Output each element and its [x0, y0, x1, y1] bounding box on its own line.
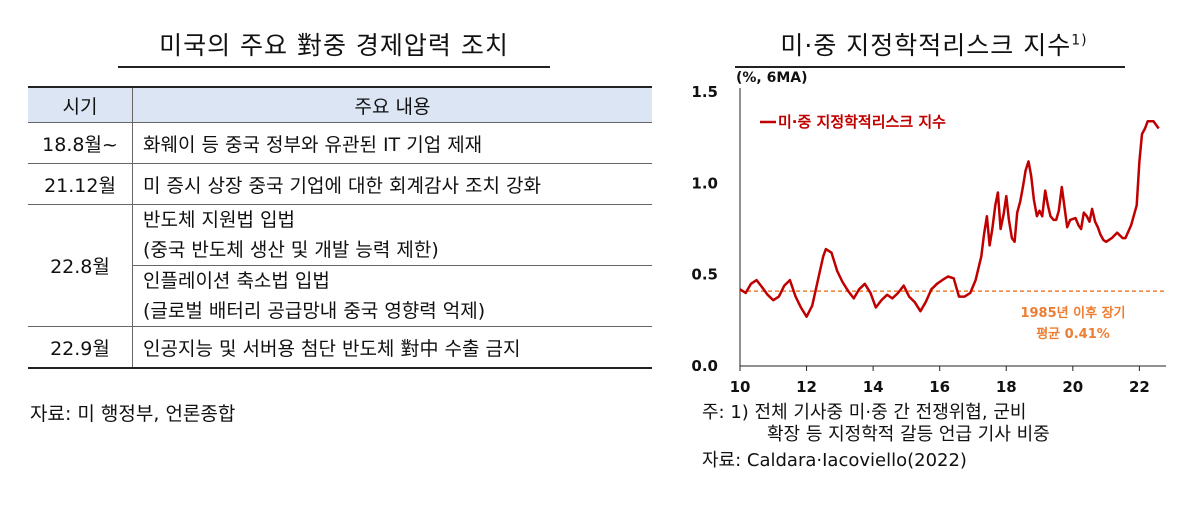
chart-note-line-1: 주: 1) 전체 기사중 미·중 간 전쟁위협, 군비 [702, 402, 1027, 423]
legend-label: 미·중 지정학적리스크 지수 [778, 113, 946, 131]
y-tick-label: 0.5 [691, 266, 718, 284]
row-period: 21.12월 [28, 163, 133, 205]
header-period: 시기 [28, 86, 133, 123]
row-period: 22.9월 [28, 326, 133, 369]
chart-note-line-2: 확장 등 지정학적 갈등 언급 기사 비중 [767, 424, 1050, 445]
x-tick-label: 10 [730, 378, 751, 396]
x-tick-label: 22 [1129, 378, 1150, 396]
row-period: 22.8월 [28, 204, 133, 327]
table-source: 자료: 미 행정부, 언론종합 [30, 403, 236, 425]
row-content: 인공지능 및 서버용 첨단 반도체 對中 수출 금지 [132, 326, 652, 369]
table-header-row: 시기 주요 내용 [28, 86, 652, 123]
row-period: 18.8월~ [28, 122, 133, 164]
table-row: 인플레이션 축소법 입법 (글로벌 배터리 공급망내 중국 영향력 억제) [28, 265, 652, 327]
row-content: 인플레이션 축소법 입법 (글로벌 배터리 공급망내 중국 영향력 억제) [132, 265, 652, 327]
table-title: 미국의 주요 對중 경제압력 조치 [159, 31, 509, 60]
row-content-line: 인플레이션 축소법 입법 [143, 270, 330, 292]
x-tick-label: 12 [796, 378, 817, 396]
y-unit-label: (%, 6MA) [736, 70, 808, 86]
x-tick-label: 18 [996, 378, 1017, 396]
average-label: 1985년 이후 장기 [1020, 305, 1125, 321]
chart-title-footnote-mark: 1) [1071, 32, 1088, 49]
y-tick-label: 0.0 [691, 357, 718, 375]
row-content-line: (중국 반도체 생산 및 개발 능력 제한) [143, 239, 439, 261]
y-tick-label: 1.5 [691, 83, 718, 101]
table-row: 22.8월 반도체 지원법 입법 (중국 반도체 생산 및 개발 능력 제한) [28, 204, 652, 327]
row-content-line: 반도체 지원법 입법 [143, 209, 295, 231]
risk-index-line [739, 119, 1160, 318]
header-contents: 주요 내용 [132, 86, 652, 123]
risk-index-chart: (%, 6MA) 1.5 1.0 0.5 0.0 10 12 14 16 18 20 22 1985년 … [691, 70, 1166, 396]
table-row: 22.9월 인공지능 및 서버용 첨단 반도체 對中 수출 금지 [28, 326, 652, 369]
chart-title: 미·중 지정학적리스크 지수1) [728, 26, 1140, 62]
x-tick-label: 16 [929, 378, 950, 396]
title-underline [735, 66, 1125, 68]
chart-source: 자료: Caldara·Iacoviello(2022) [702, 450, 967, 471]
row-content: 반도체 지원법 입법 (중국 반도체 생산 및 개발 능력 제한) [132, 204, 652, 266]
row-content: 미 증시 상장 중국 기업에 대한 회계감사 조치 강화 [132, 163, 652, 205]
measures-table: 시기 주요 내용 18.8월~ 화웨이 등 중국 정부와 유관된 IT 기업 제… [28, 86, 652, 369]
average-label: 평균 0.41% [1036, 326, 1110, 342]
table-row: 18.8월~ 화웨이 등 중국 정부와 유관된 IT 기업 제재 [28, 122, 652, 164]
y-tick-label: 1.0 [691, 174, 718, 192]
x-tick-label: 20 [1062, 378, 1083, 396]
table-row: 21.12월 미 증시 상장 중국 기업에 대한 회계감사 조치 강화 [28, 163, 652, 205]
title-underline [118, 66, 550, 68]
x-tick-label: 14 [863, 378, 884, 396]
chart-title-text: 미·중 지정학적리스크 지수 [780, 31, 1072, 60]
row-content-line: (글로벌 배터리 공급망내 중국 영향력 억제) [143, 300, 486, 322]
row-content: 화웨이 등 중국 정부와 유관된 IT 기업 제재 [132, 122, 652, 164]
